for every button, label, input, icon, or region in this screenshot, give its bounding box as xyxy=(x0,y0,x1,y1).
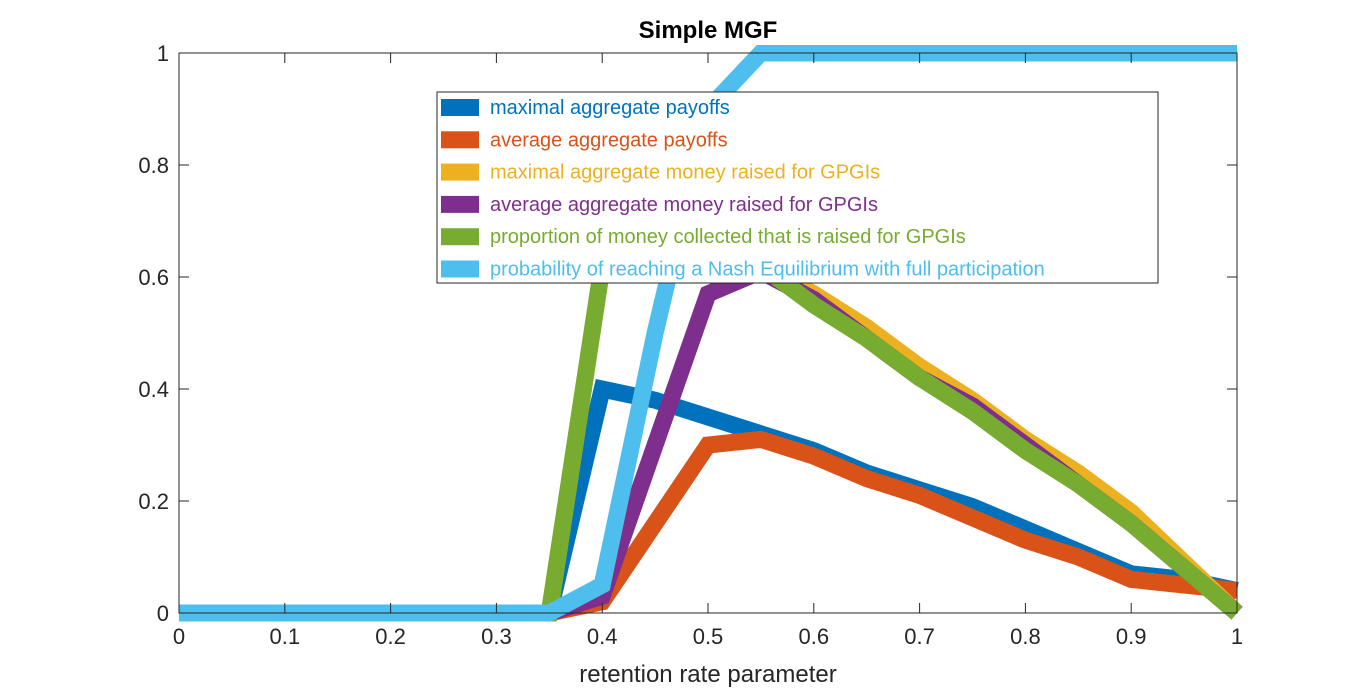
x-tick-label: 0.1 xyxy=(270,624,301,649)
y-tick-label: 1 xyxy=(157,41,169,66)
x-axis-label: retention rate parameter xyxy=(579,661,836,688)
y-tick-label: 0.8 xyxy=(138,153,169,178)
legend-swatch-3 xyxy=(441,163,479,181)
x-tick-label: 0.7 xyxy=(904,624,935,649)
legend-label-2: average aggregate payoffs xyxy=(490,129,728,151)
y-tick-label: 0.4 xyxy=(138,377,169,402)
x-tick-label: 0 xyxy=(173,624,185,649)
x-tick-label: 0.6 xyxy=(799,624,830,649)
legend-swatch-4 xyxy=(441,195,479,213)
x-tick-label: 1 xyxy=(1231,624,1243,649)
legend-swatch-6 xyxy=(441,260,479,278)
legend-label-4: average aggregate money raised for GPGIs xyxy=(490,194,878,216)
ticks-layer: 0 0.1 0.2 0.3 0.4 0.5 0.6 0.7 0.8 0.9 1 0 0.2 0.4 0.6 0… xyxy=(138,41,1243,649)
x-tick-label: 0.5 xyxy=(693,624,724,649)
x-tick-label: 0.8 xyxy=(1010,624,1041,649)
y-tick-label: 0 xyxy=(157,601,169,626)
legend-box xyxy=(436,91,1159,284)
y-tick-label: 0.6 xyxy=(138,265,169,290)
legend-label-5: proportion of money collected that is ra… xyxy=(490,226,966,248)
legend-swatch-5 xyxy=(441,228,479,246)
legend-label-1: maximal aggregate payoffs xyxy=(490,97,730,119)
legend-label-3: maximal aggregate money raised for GPGIs xyxy=(490,162,880,184)
x-tick-label: 0.3 xyxy=(481,624,512,649)
chart-title: Simple MGF xyxy=(639,17,778,44)
legend-swatch-2 xyxy=(441,131,479,149)
y-tick-label: 0.2 xyxy=(138,489,169,514)
x-tick-label: 0.9 xyxy=(1116,624,1147,649)
legend-swatch-1 xyxy=(441,99,479,116)
x-tick-label: 0.2 xyxy=(375,624,406,649)
x-tick-label: 0.4 xyxy=(587,624,618,649)
legend: maximal aggregate payoffs average aggrega… xyxy=(436,91,1159,284)
legend-label-6: probability of reaching a Nash Equilibri… xyxy=(490,259,1045,281)
